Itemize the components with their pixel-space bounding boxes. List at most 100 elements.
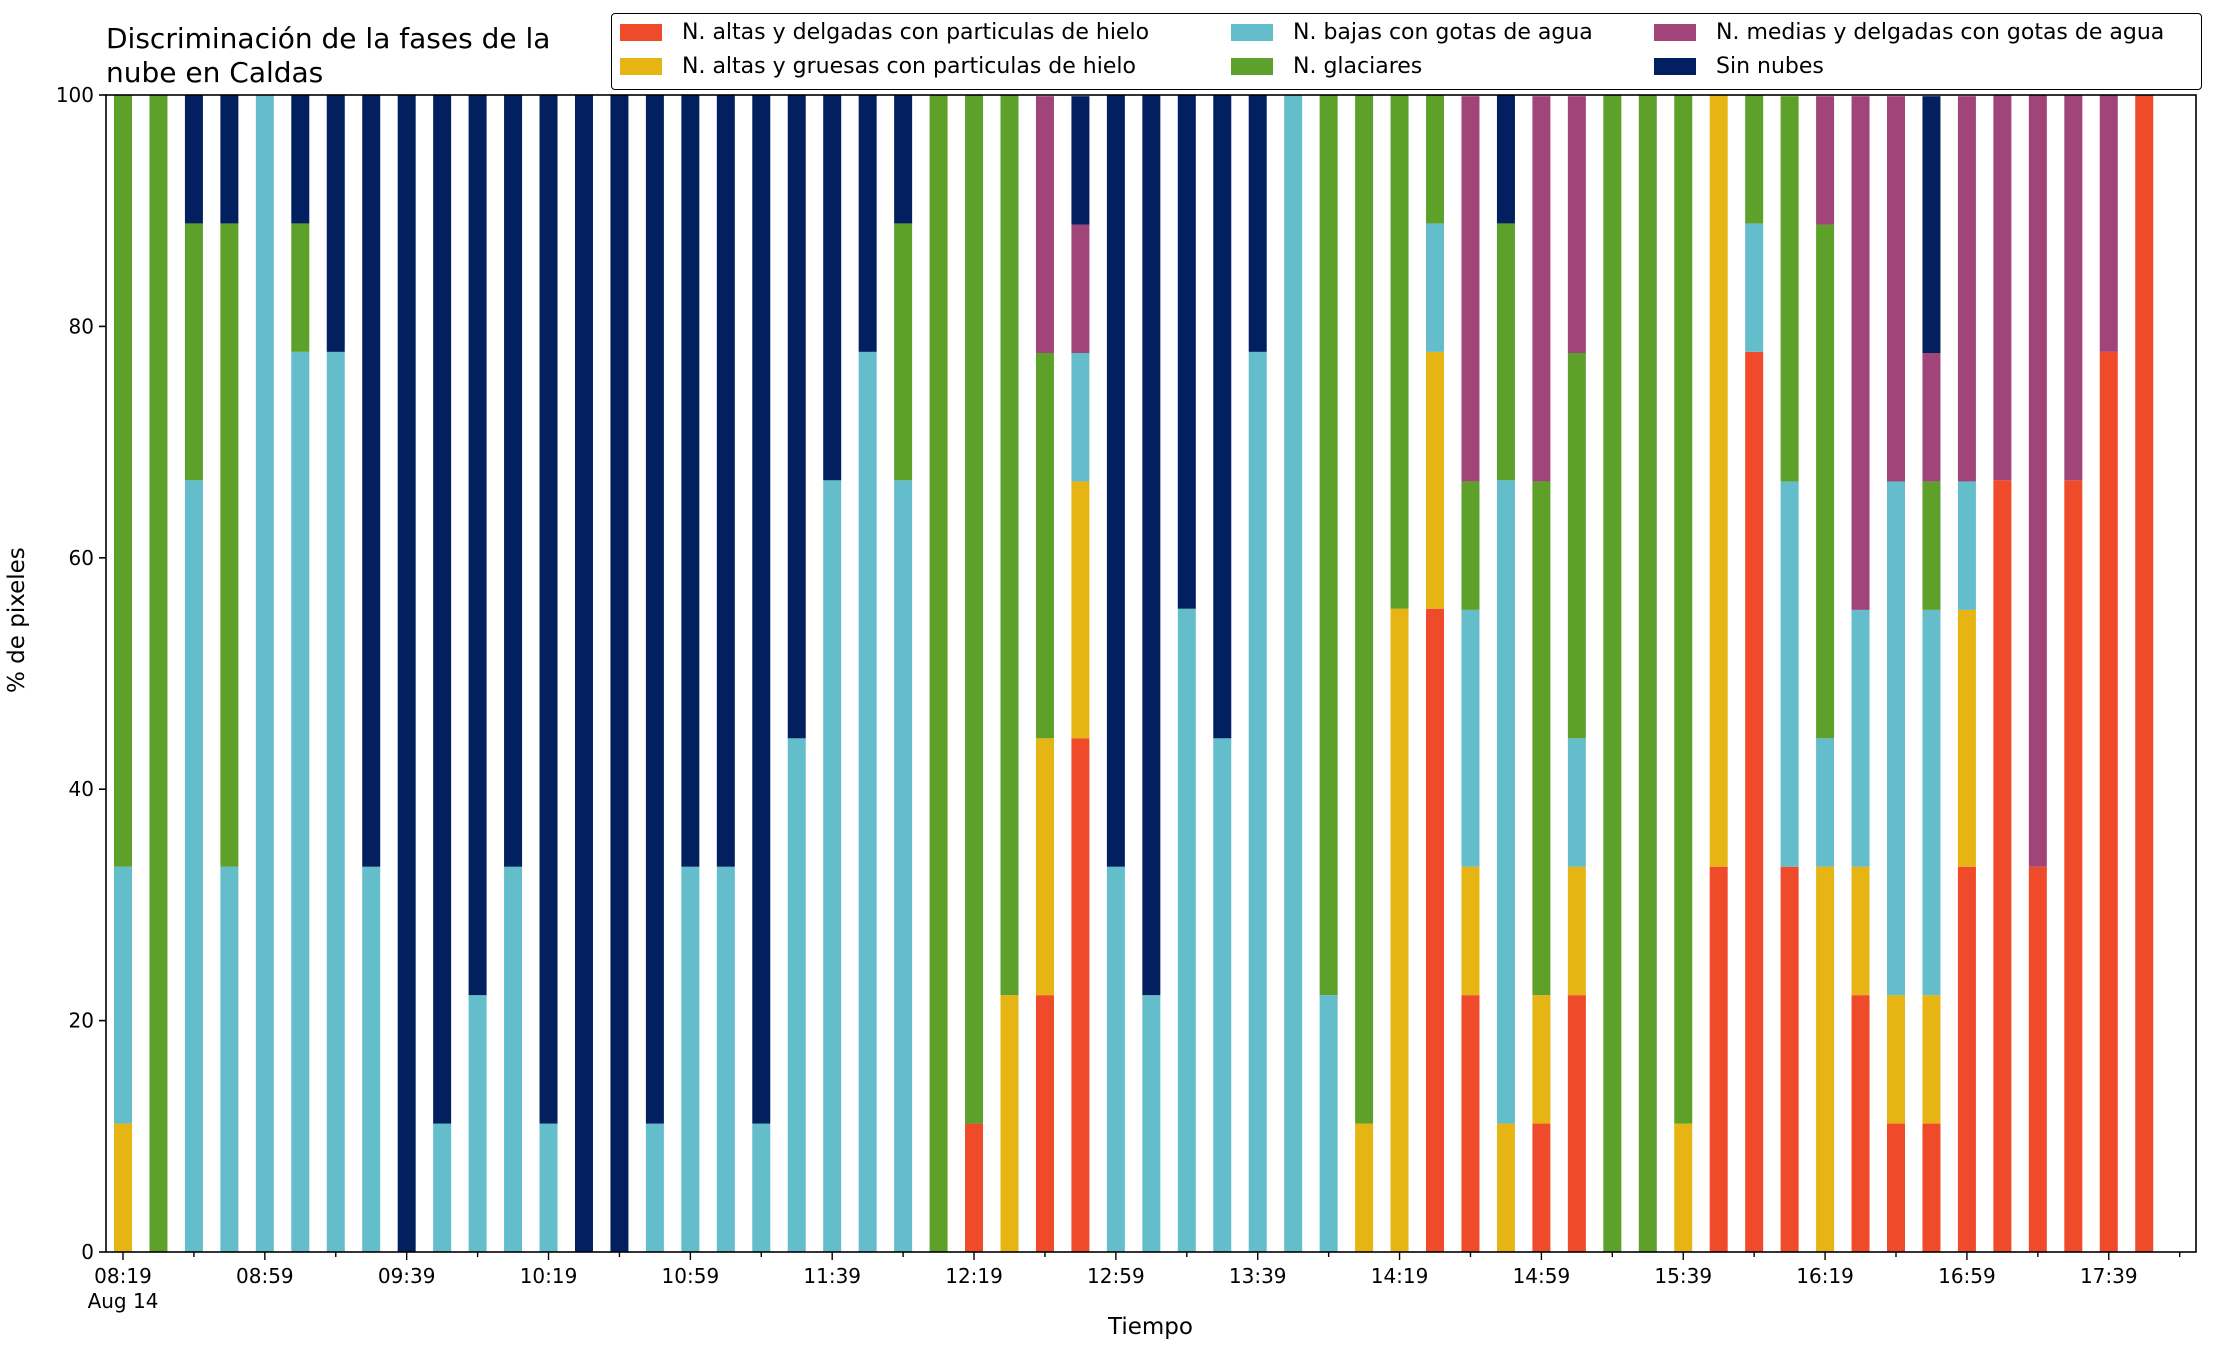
x-tick-label: 10:59	[662, 1264, 720, 1288]
bar-segment-alta_delgada	[1780, 866, 1799, 1252]
bar-segment-baja_agua	[1461, 609, 1480, 867]
bar-segment-alta_gruesa	[1426, 351, 1445, 609]
bar-segment-glaciar	[1532, 481, 1551, 996]
bar-segment-sin_nubes	[787, 95, 806, 739]
bar-segment-alta_gruesa	[1461, 866, 1480, 996]
bar-segment-alta_delgada	[1745, 351, 1764, 1253]
bar-segment-glaciar	[894, 223, 913, 481]
bar-segment-baja_agua	[1780, 481, 1799, 867]
bar-segment-sin_nubes	[894, 95, 913, 224]
bar-segment-alta_delgada	[1532, 1123, 1551, 1252]
legend: N. altas y delgadas con particulas de hi…	[611, 13, 2202, 90]
bar-segment-sin_nubes	[291, 95, 310, 224]
bar-segment-sin_nubes	[504, 95, 523, 867]
legend-item-glaciar: N. glaciares	[1231, 51, 1422, 81]
x-tick-label: 12:59	[1087, 1264, 1145, 1288]
legend-swatch	[1654, 57, 1696, 75]
bar-segment-baja_agua	[858, 351, 877, 1253]
bar-segment-media_agua	[1071, 224, 1090, 354]
bar-segment-alta_gruesa	[1496, 1123, 1515, 1252]
bar-segment-sin_nubes	[1106, 95, 1125, 867]
legend-item-sin-nubes: Sin nubes	[1654, 51, 1824, 81]
x-tick-label: 15:39	[1654, 1264, 1712, 1288]
chart-title-line-2: nube en Caldas	[106, 56, 324, 89]
bar-segment-sin_nubes	[1922, 96, 1941, 354]
x-tick-date-label: Aug 14	[88, 1289, 159, 1313]
legend-swatch	[1231, 23, 1273, 41]
bar-segment-glaciar	[1567, 353, 1586, 739]
bar-segment-alta_delgada	[2135, 95, 2154, 1252]
bar-segment-glaciar	[1922, 481, 1941, 610]
chart-title: Discriminación de la fases de la nube en…	[106, 22, 550, 90]
bar-segment-sin_nubes	[1213, 95, 1232, 739]
y-tick-label: 20	[69, 1009, 94, 1033]
bar-segment-baja_agua	[1426, 223, 1445, 352]
bar-segment-alta_delgada	[1851, 995, 1870, 1252]
bar-segment-alta_gruesa	[1851, 866, 1870, 996]
bar-segment-glaciar	[965, 95, 984, 1124]
bar-segment-media_agua	[1532, 96, 1551, 482]
bar-segment-baja_agua	[645, 1123, 664, 1252]
bars-layer	[114, 95, 2154, 1253]
bar-segment-baja_agua	[1142, 995, 1161, 1252]
x-tick-label: 13:39	[1229, 1264, 1287, 1288]
bar-segment-baja_agua	[1177, 608, 1196, 1252]
legend-item-alta-gruesa: N. altas y gruesas con particulas de hie…	[620, 51, 1136, 81]
bar-segment-alta_delgada	[965, 1123, 984, 1252]
bar-segment-alta_delgada	[1567, 995, 1586, 1252]
bar-segment-sin_nubes	[433, 95, 452, 1124]
bar-segment-baja_agua	[1248, 351, 1267, 1253]
bar-segment-media_agua	[1035, 96, 1054, 354]
bar-segment-glaciar	[1816, 224, 1835, 739]
bar-segment-glaciar	[1426, 95, 1445, 224]
bar-segment-alta_gruesa	[1390, 608, 1409, 1252]
bar-segment-baja_agua	[184, 480, 203, 1252]
bar-segment-alta_delgada	[1993, 480, 2012, 1252]
bar-segment-baja_agua	[433, 1123, 452, 1252]
bar-segment-baja_agua	[823, 480, 842, 1252]
bar-segment-sin_nubes	[362, 95, 381, 867]
bar-segment-media_agua	[1567, 96, 1586, 354]
bar-segment-sin_nubes	[326, 95, 345, 352]
legend-label: N. altas y delgadas con particulas de hi…	[682, 19, 1150, 45]
x-tick-label: 14:59	[1513, 1264, 1571, 1288]
bar-segment-baja_agua	[220, 866, 239, 1252]
y-axis-ticks: 0 20 40 60 80 100	[56, 83, 106, 1264]
bar-segment-baja_agua	[1071, 353, 1090, 482]
bar-segment-alta_gruesa	[1000, 995, 1019, 1252]
bar-segment-media_agua	[2099, 95, 2118, 352]
bar-segment-baja_agua	[1957, 481, 1976, 610]
plot-frame	[105, 94, 2197, 1253]
bar-segment-glaciar	[1319, 95, 1338, 996]
bar-segment-alta_gruesa	[1816, 866, 1835, 1252]
bar-segment-baja_agua	[716, 866, 735, 1252]
bar-segment-media_agua	[1461, 96, 1480, 482]
legend-label: Sin nubes	[1716, 53, 1824, 79]
bar-segment-baja_agua	[468, 995, 487, 1252]
bar-segment-sin_nubes	[716, 95, 735, 867]
bar-segment-baja_agua	[1319, 995, 1338, 1252]
bar-segment-alta_gruesa	[1355, 1123, 1374, 1252]
bar-segment-sin_nubes	[1248, 95, 1267, 352]
x-tick-label: 08:59	[236, 1264, 294, 1288]
bar-segment-media_agua	[1957, 96, 1976, 482]
bar-segment-alta_gruesa	[114, 1123, 132, 1252]
x-tick-label: 17:39	[2080, 1264, 2138, 1288]
x-tick-label: 10:19	[520, 1264, 578, 1288]
legend-item-alta-delgada: N. altas y delgadas con particulas de hi…	[620, 17, 1149, 47]
bar-segment-sin_nubes	[858, 95, 877, 352]
bar-segment-alta_delgada	[1071, 738, 1090, 1252]
bar-segment-baja_agua	[362, 866, 381, 1252]
bar-segment-baja_agua	[1496, 480, 1515, 1124]
bar-segment-media_agua	[1993, 95, 2012, 481]
bar-segment-glaciar	[1638, 95, 1657, 1252]
legend-item-media-agua: N. medias y delgadas con gotas de agua	[1654, 17, 2164, 47]
bar-segment-sin_nubes	[1071, 96, 1090, 225]
y-axis-label: % de pixeles	[4, 547, 30, 693]
bar-segment-glaciar	[291, 223, 310, 352]
legend-swatch	[1231, 57, 1273, 75]
bar-segment-baja_agua	[1922, 609, 1941, 996]
bar-segment-baja_agua	[1567, 738, 1586, 867]
bar-segment-glaciar	[1390, 95, 1409, 609]
bar-segment-alta_delgada	[1461, 995, 1480, 1252]
